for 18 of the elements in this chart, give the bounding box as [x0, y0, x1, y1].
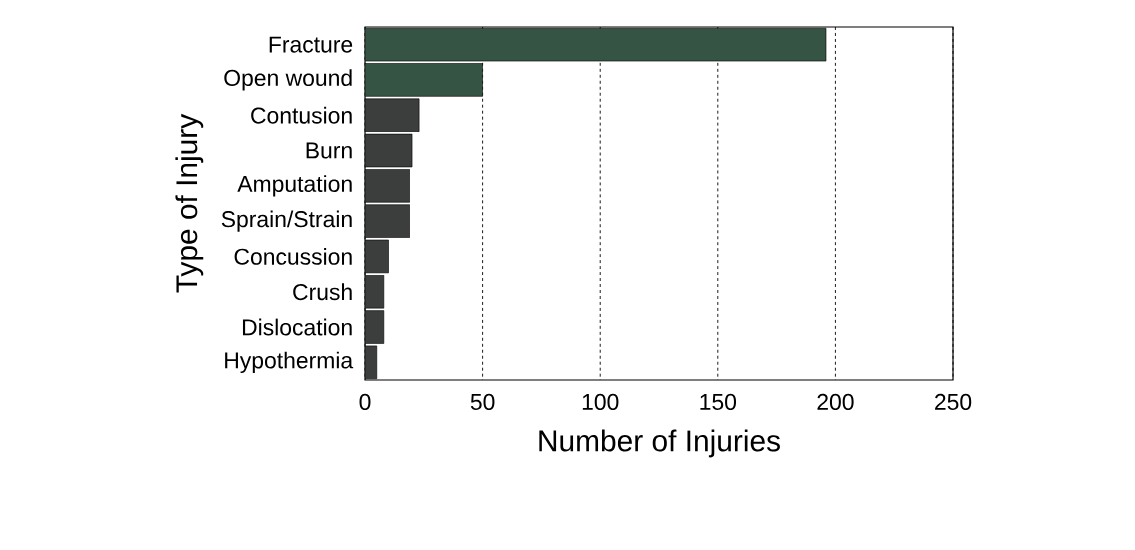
- y-tick-label: Contusion: [251, 106, 352, 124]
- x-axis-title: Number of Injuries: [539, 429, 780, 458]
- y-tick-label: Dislocation: [242, 318, 352, 336]
- x-tick-label: 150: [700, 393, 737, 411]
- x-tick-label: 50: [470, 393, 495, 411]
- x-tick-label: 0: [359, 393, 371, 411]
- x-tick-label: 250: [935, 393, 972, 411]
- y-tick-label: Concussion: [234, 248, 352, 265]
- y-tick-label: Hypothermia: [225, 351, 354, 374]
- y-tick-label: Fracture: [269, 36, 353, 53]
- x-tick-label: 100: [582, 393, 619, 411]
- y-tick-label: Open wound: [224, 69, 352, 91]
- x-tick-label: 200: [817, 393, 854, 411]
- y-tick-label: Sprain/Strain: [221, 210, 352, 232]
- y-tick-label: Burn: [306, 142, 352, 159]
- y-tick-label: Crush: [293, 283, 352, 301]
- y-tick-label: Amputation: [237, 175, 352, 197]
- y-axis-title: Type of Injury: [175, 113, 204, 293]
